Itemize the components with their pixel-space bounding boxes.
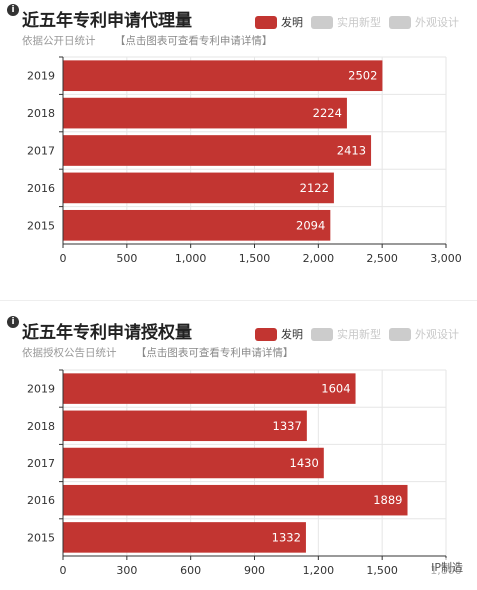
bar-value-label: 1604 xyxy=(321,382,350,396)
x-tick-label: 2,000 xyxy=(303,252,335,265)
legend-label: 实用新型 xyxy=(337,16,381,29)
y-tick-label: 2016 xyxy=(27,182,55,195)
legend-label: 发明 xyxy=(281,328,303,341)
legend-swatch xyxy=(311,327,333,341)
legend: 发明 实用新型 外观设计 xyxy=(255,14,459,30)
bar-value-label: 1430 xyxy=(290,456,319,470)
legend-swatch xyxy=(255,327,277,341)
bar-2016[interactable] xyxy=(63,484,408,516)
bar-value-label: 1332 xyxy=(272,530,301,544)
chart-svg-agency[interactable]: 0 500 1,000 1,500 2,000 2,500 3,000 2502 2019 222… xyxy=(0,0,477,290)
chart-panel-grant: 03006009001,2001,5001,800160420191337201… xyxy=(0,312,477,590)
y-tick-label: 2017 xyxy=(27,145,55,158)
legend-label: 外观设计 xyxy=(415,328,459,341)
x-tick-label: 2,500 xyxy=(366,252,398,265)
watermark: IP制造 xyxy=(429,558,465,576)
x-tick-label: 0 xyxy=(60,564,67,577)
chart-svg-grant[interactable]: 03006009001,2001,5001,800160420191337201… xyxy=(0,312,477,590)
legend-swatch xyxy=(311,15,333,29)
subtitle-text: 依据公开日统计 xyxy=(22,35,96,47)
legend-item-design[interactable]: 外观设计 xyxy=(389,326,459,342)
divider xyxy=(0,300,477,301)
legend: 发明 实用新型 外观设计 xyxy=(255,326,459,342)
x-tick-label: 1,500 xyxy=(239,252,271,265)
y-tick-label: 2016 xyxy=(27,494,55,507)
legend-label: 外观设计 xyxy=(415,16,459,29)
legend-item-invention[interactable]: 发明 xyxy=(255,14,303,30)
details-link[interactable]: 【点击图表可查看专利申请详情】 xyxy=(135,347,294,359)
bar-2019[interactable] xyxy=(63,373,356,404)
chart-panel-agency: 0 500 1,000 1,500 2,000 2,500 3,000 2502 2019 222… xyxy=(0,0,477,290)
y-tick-label: 2015 xyxy=(27,531,55,544)
bar-value-label: 2413 xyxy=(337,144,366,158)
legend-label: 发明 xyxy=(281,16,303,29)
info-icon[interactable]: i xyxy=(7,4,19,16)
x-tick-label: 1,000 xyxy=(175,252,207,265)
y-tick-label: 2018 xyxy=(27,420,55,433)
legend-item-design[interactable]: 外观设计 xyxy=(389,14,459,30)
legend-swatch xyxy=(389,327,411,341)
bar-2019[interactable] xyxy=(63,60,383,92)
legend-label: 实用新型 xyxy=(337,328,381,341)
legend-swatch xyxy=(389,15,411,29)
bar-2016[interactable] xyxy=(63,172,334,204)
x-tick-label: 900 xyxy=(244,564,265,577)
bar-2015[interactable] xyxy=(63,522,306,553)
legend-item-utility-model[interactable]: 实用新型 xyxy=(311,14,381,30)
info-icon[interactable]: i xyxy=(7,316,19,328)
x-tick-label: 300 xyxy=(116,564,137,577)
bar-value-label: 1337 xyxy=(273,419,302,433)
chart-title: 近五年专利申请授权量 xyxy=(22,323,192,343)
x-tick-label: 600 xyxy=(180,564,201,577)
x-tick-label: 500 xyxy=(116,252,137,265)
x-tick-label: 1,500 xyxy=(366,564,398,577)
y-tick-label: 2015 xyxy=(27,219,55,232)
bar-value-label: 2094 xyxy=(296,218,325,232)
bar-value-label: 2122 xyxy=(300,181,329,195)
bar-2017[interactable] xyxy=(63,447,324,479)
x-tick-label: 0 xyxy=(60,252,67,265)
bar-2017[interactable] xyxy=(63,135,372,166)
bar-value-label: 2224 xyxy=(313,106,342,120)
legend-swatch xyxy=(255,15,277,29)
bar-value-label: 2502 xyxy=(348,69,377,83)
x-tick-label: 1,200 xyxy=(303,564,335,577)
subtitle-text: 依据授权公告日统计 xyxy=(22,347,117,359)
bar-2015[interactable] xyxy=(63,209,331,241)
legend-item-utility-model[interactable]: 实用新型 xyxy=(311,326,381,342)
y-tick-label: 2019 xyxy=(27,70,55,83)
bar-value-label: 1889 xyxy=(373,493,402,507)
details-link[interactable]: 【点击图表可查看专利申请详情】 xyxy=(114,35,273,47)
y-tick-label: 2018 xyxy=(27,107,55,120)
chart-subtitle: 依据公开日统计 【点击图表可查看专利申请详情】 xyxy=(22,33,272,48)
chart-subtitle: 依据授权公告日统计 【点击图表可查看专利申请详情】 xyxy=(22,345,293,360)
chart-title: 近五年专利申请代理量 xyxy=(22,11,192,31)
y-tick-label: 2017 xyxy=(27,457,55,470)
x-tick-label: 3,000 xyxy=(430,252,462,265)
legend-item-invention[interactable]: 发明 xyxy=(255,326,303,342)
bar-2018[interactable] xyxy=(63,410,307,442)
bar-2018[interactable] xyxy=(63,97,347,129)
y-tick-label: 2019 xyxy=(27,383,55,396)
